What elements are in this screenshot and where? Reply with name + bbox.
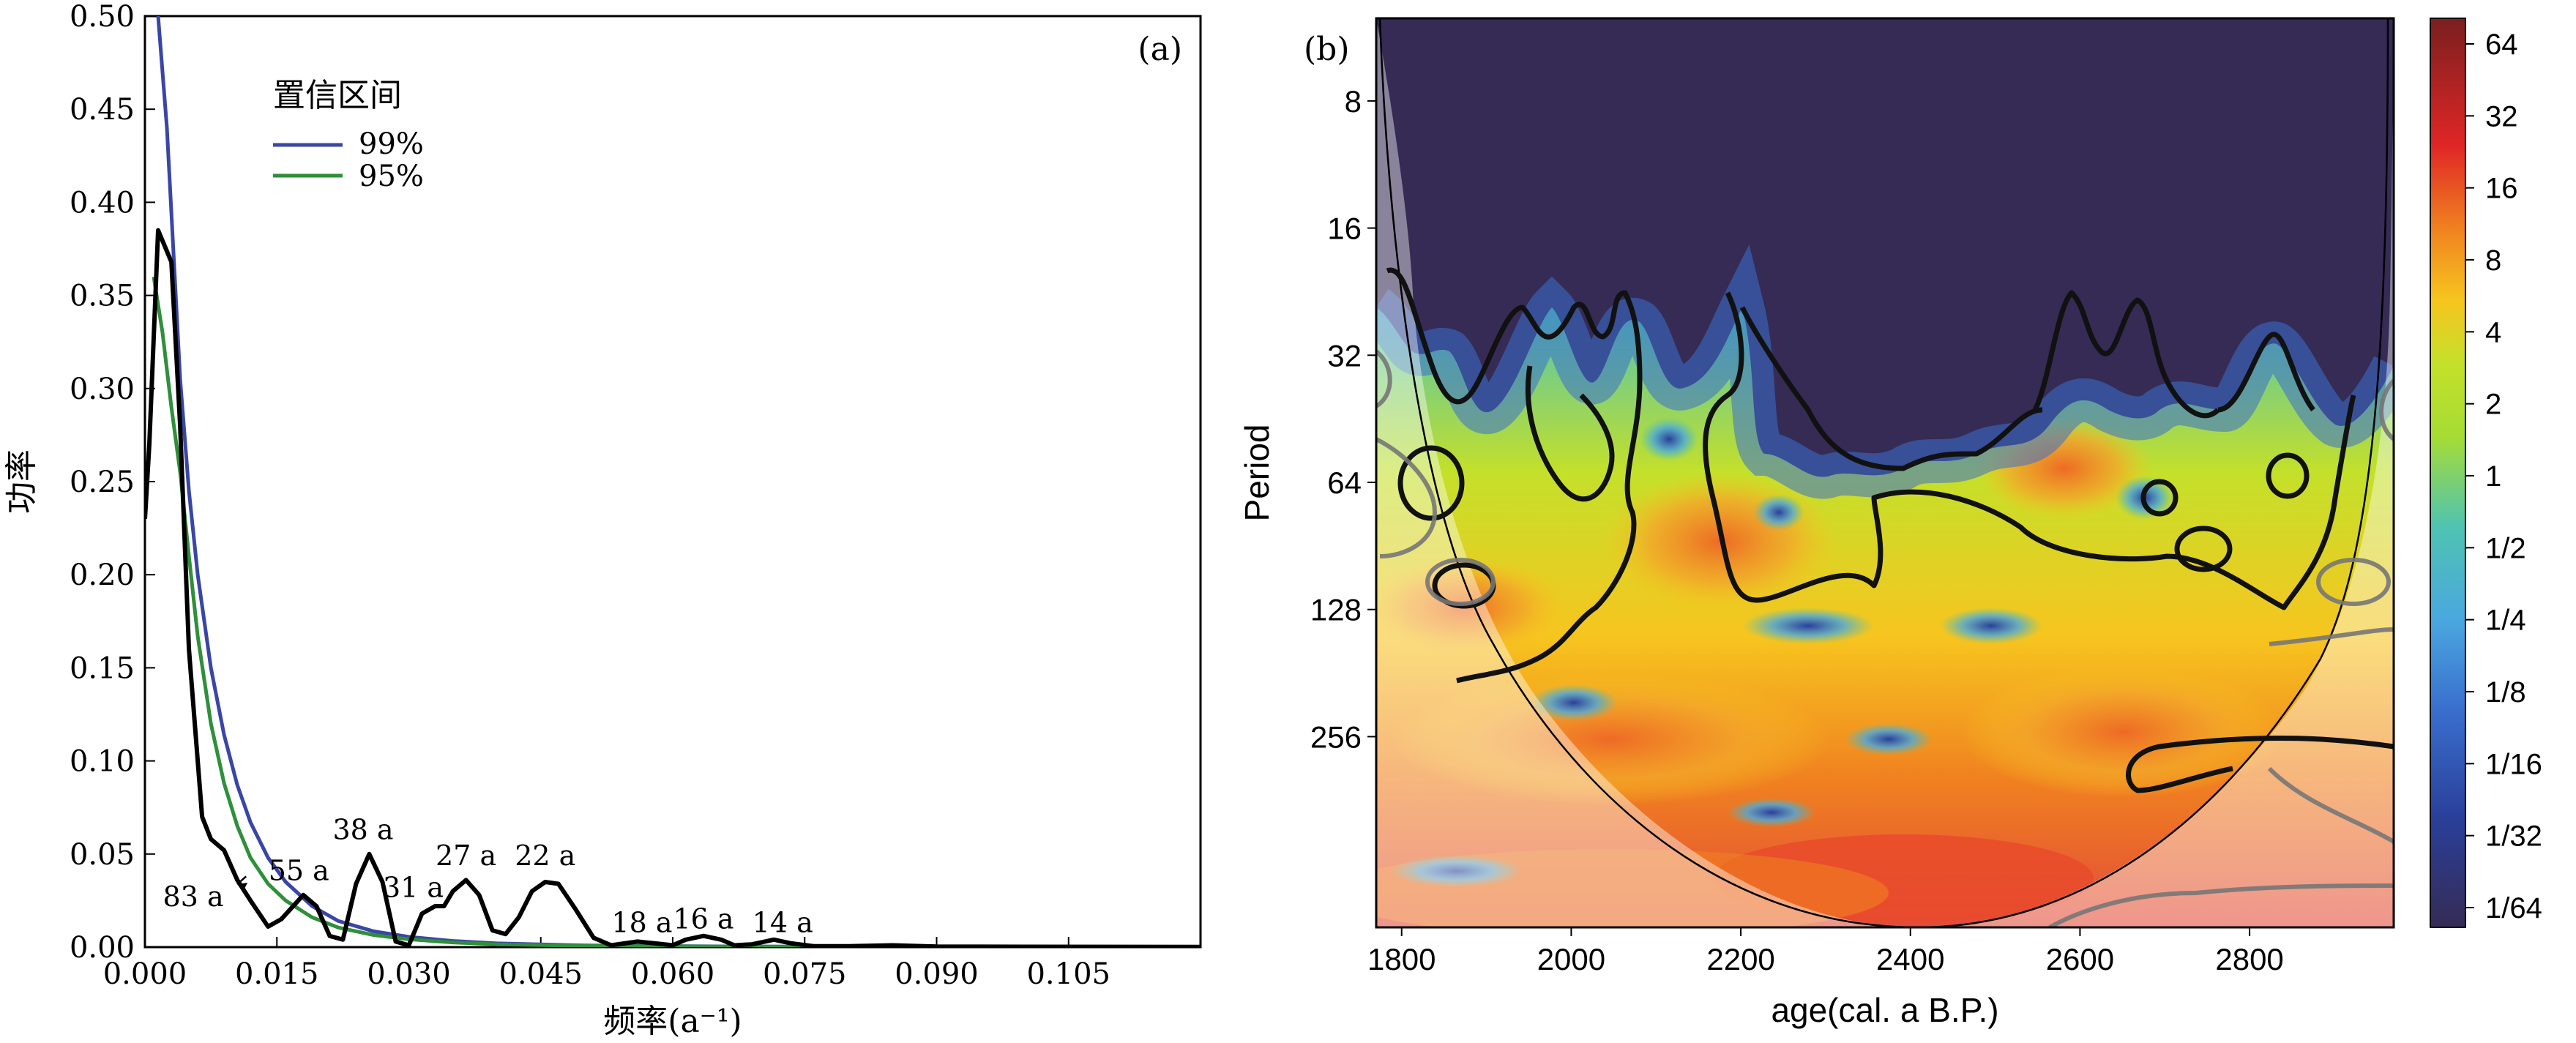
x-tick-label: 2600 xyxy=(2046,942,2114,976)
peak-label: 14 a xyxy=(753,907,813,939)
y-tick-label: 0.00 xyxy=(70,931,135,965)
y-tick-label: 16 xyxy=(1327,212,1362,246)
panel-a-x-ticks: 0.000 0.015 0.030 0.045 0.060 0.075 0.090 0.105 xyxy=(103,937,1110,991)
peak-label: 55 a xyxy=(269,854,329,886)
y-tick-label: 0.30 xyxy=(70,373,135,406)
x-tick-label: 2400 xyxy=(1876,942,1944,976)
series-line-spectrum xyxy=(145,228,1201,947)
panel-a-annotations: 83 a 55 a38 a 31 a27 a 22 a 18 a 16 a 14 a xyxy=(163,813,813,938)
y-tick-label: 64 xyxy=(1327,466,1362,500)
panel-a-label: (a) xyxy=(1138,31,1182,68)
peak-label: 22 a xyxy=(515,840,575,872)
peak-label: 27 a xyxy=(436,840,496,872)
y-tick-label: 0.35 xyxy=(70,280,135,313)
y-tick-label: 0.20 xyxy=(70,558,135,592)
y-tick-label: 0.25 xyxy=(70,466,135,499)
colorbar-tick-label: 32 xyxy=(2485,100,2518,132)
panel-a-frame xyxy=(143,15,1202,949)
x-tick-label: 2200 xyxy=(1706,942,1774,976)
peak-label: 31 a xyxy=(383,871,444,903)
x-tick-label: 0.015 xyxy=(235,957,319,991)
colorbar-tick-label: 1 xyxy=(2485,460,2501,493)
panel-a-y-label: 功率 xyxy=(3,449,40,514)
colorbar-tick-label: 1/64 xyxy=(2485,892,2542,924)
colorbar-tick-label: 64 xyxy=(2485,29,2518,61)
colorbar: 64 32 16 8 4 2 1 1/2 1/4 1/8 1/16 1/32 1/64 xyxy=(2430,18,2542,928)
x-tick-label: 0.105 xyxy=(1026,957,1110,991)
colorbar-tick-label: 2 xyxy=(2485,389,2501,421)
colorbar-tick-label: 4 xyxy=(2485,316,2501,348)
colorbar-tick-label: 1/16 xyxy=(2485,748,2542,780)
peak-label: 18 a xyxy=(611,907,672,939)
annotation-arrowhead xyxy=(237,883,248,892)
x-tick-label: 0.060 xyxy=(631,957,715,991)
significance-contours xyxy=(1386,267,2394,793)
peak-label: 38 a xyxy=(332,813,393,845)
annotation-arrow xyxy=(236,875,247,885)
peak-label: 16 a xyxy=(673,903,734,935)
x-tick-label: 2800 xyxy=(2215,942,2283,976)
panel-b-y-label: Period xyxy=(1238,425,1276,522)
panel-b-x-label: age(cal. a B.P.) xyxy=(1771,991,1998,1029)
series-line-95 xyxy=(152,276,1201,947)
colorbar-tick-label: 8 xyxy=(2485,244,2501,277)
y-tick-label: 0.50 xyxy=(70,0,135,34)
x-tick-label: 1800 xyxy=(1367,942,1436,976)
y-tick-label: 32 xyxy=(1327,338,1362,373)
x-tick-label: 0.045 xyxy=(499,957,583,991)
y-tick-label: 0.40 xyxy=(70,186,135,220)
colorbar-tick-label: 1/4 xyxy=(2485,605,2526,637)
legend-label-95: 95% xyxy=(359,160,424,193)
y-tick-label: 0.15 xyxy=(70,651,135,685)
y-tick-label: 0.05 xyxy=(70,838,135,872)
y-tick-label: 256 xyxy=(1310,719,1362,754)
panel-b-frame xyxy=(1375,17,2395,929)
colorbar-tick-label: 1/8 xyxy=(2485,676,2526,709)
panel-b-y-ticks: 8 16 32 64 128 256 xyxy=(1310,84,1376,754)
x-tick-label: 2000 xyxy=(1537,942,1605,976)
x-tick-label: 0.000 xyxy=(103,957,187,991)
x-tick-label: 0.090 xyxy=(895,957,979,991)
y-tick-label: 128 xyxy=(1310,593,1362,627)
x-tick-label: 0.030 xyxy=(367,957,451,991)
y-tick-label: 0.10 xyxy=(70,745,135,779)
panel-a-series xyxy=(145,16,1201,947)
colorbar-tick-label: 1/32 xyxy=(2485,820,2542,853)
colorbar-tick-label: 1/2 xyxy=(2485,532,2526,564)
panel-a-legend: 置信区间 99% 95% xyxy=(273,77,424,193)
cone-of-influence-shade xyxy=(1376,18,1918,927)
x-tick-label: 0.075 xyxy=(763,957,847,991)
y-tick-label: 8 xyxy=(1345,84,1362,119)
panel-a: 0.000 0.015 0.030 0.045 0.060 0.075 0.090 0.105… xyxy=(3,0,1202,1040)
wavelet-power-heatmap xyxy=(1376,18,2394,927)
panel-b-label: (b) xyxy=(1304,31,1350,68)
low-power-band xyxy=(1376,18,2394,477)
series-line-99 xyxy=(156,16,1201,947)
colorbar-gradient xyxy=(2430,18,2466,928)
legend-label-99: 99% xyxy=(359,127,424,161)
panel-a-y-ticks: 0.00 0.05 0.10 0.15 0.20 0.25 0.30 0.35 0.40 0.45… xyxy=(70,0,155,965)
colorbar-tick-label: 16 xyxy=(2485,173,2518,205)
panel-a-x-label: 频率(a⁻¹) xyxy=(603,1003,742,1040)
panel-b-x-ticks: 1800 2000 2200 2400 2600 2800 xyxy=(1367,927,2284,976)
peak-label: 83 a xyxy=(163,881,224,913)
y-tick-label: 0.45 xyxy=(70,93,135,127)
legend-title: 置信区间 xyxy=(273,77,402,114)
colorbar-ticks: 64 32 16 8 4 2 1 1/2 1/4 1/8 1/16 1/32 1/64 xyxy=(2465,29,2542,924)
